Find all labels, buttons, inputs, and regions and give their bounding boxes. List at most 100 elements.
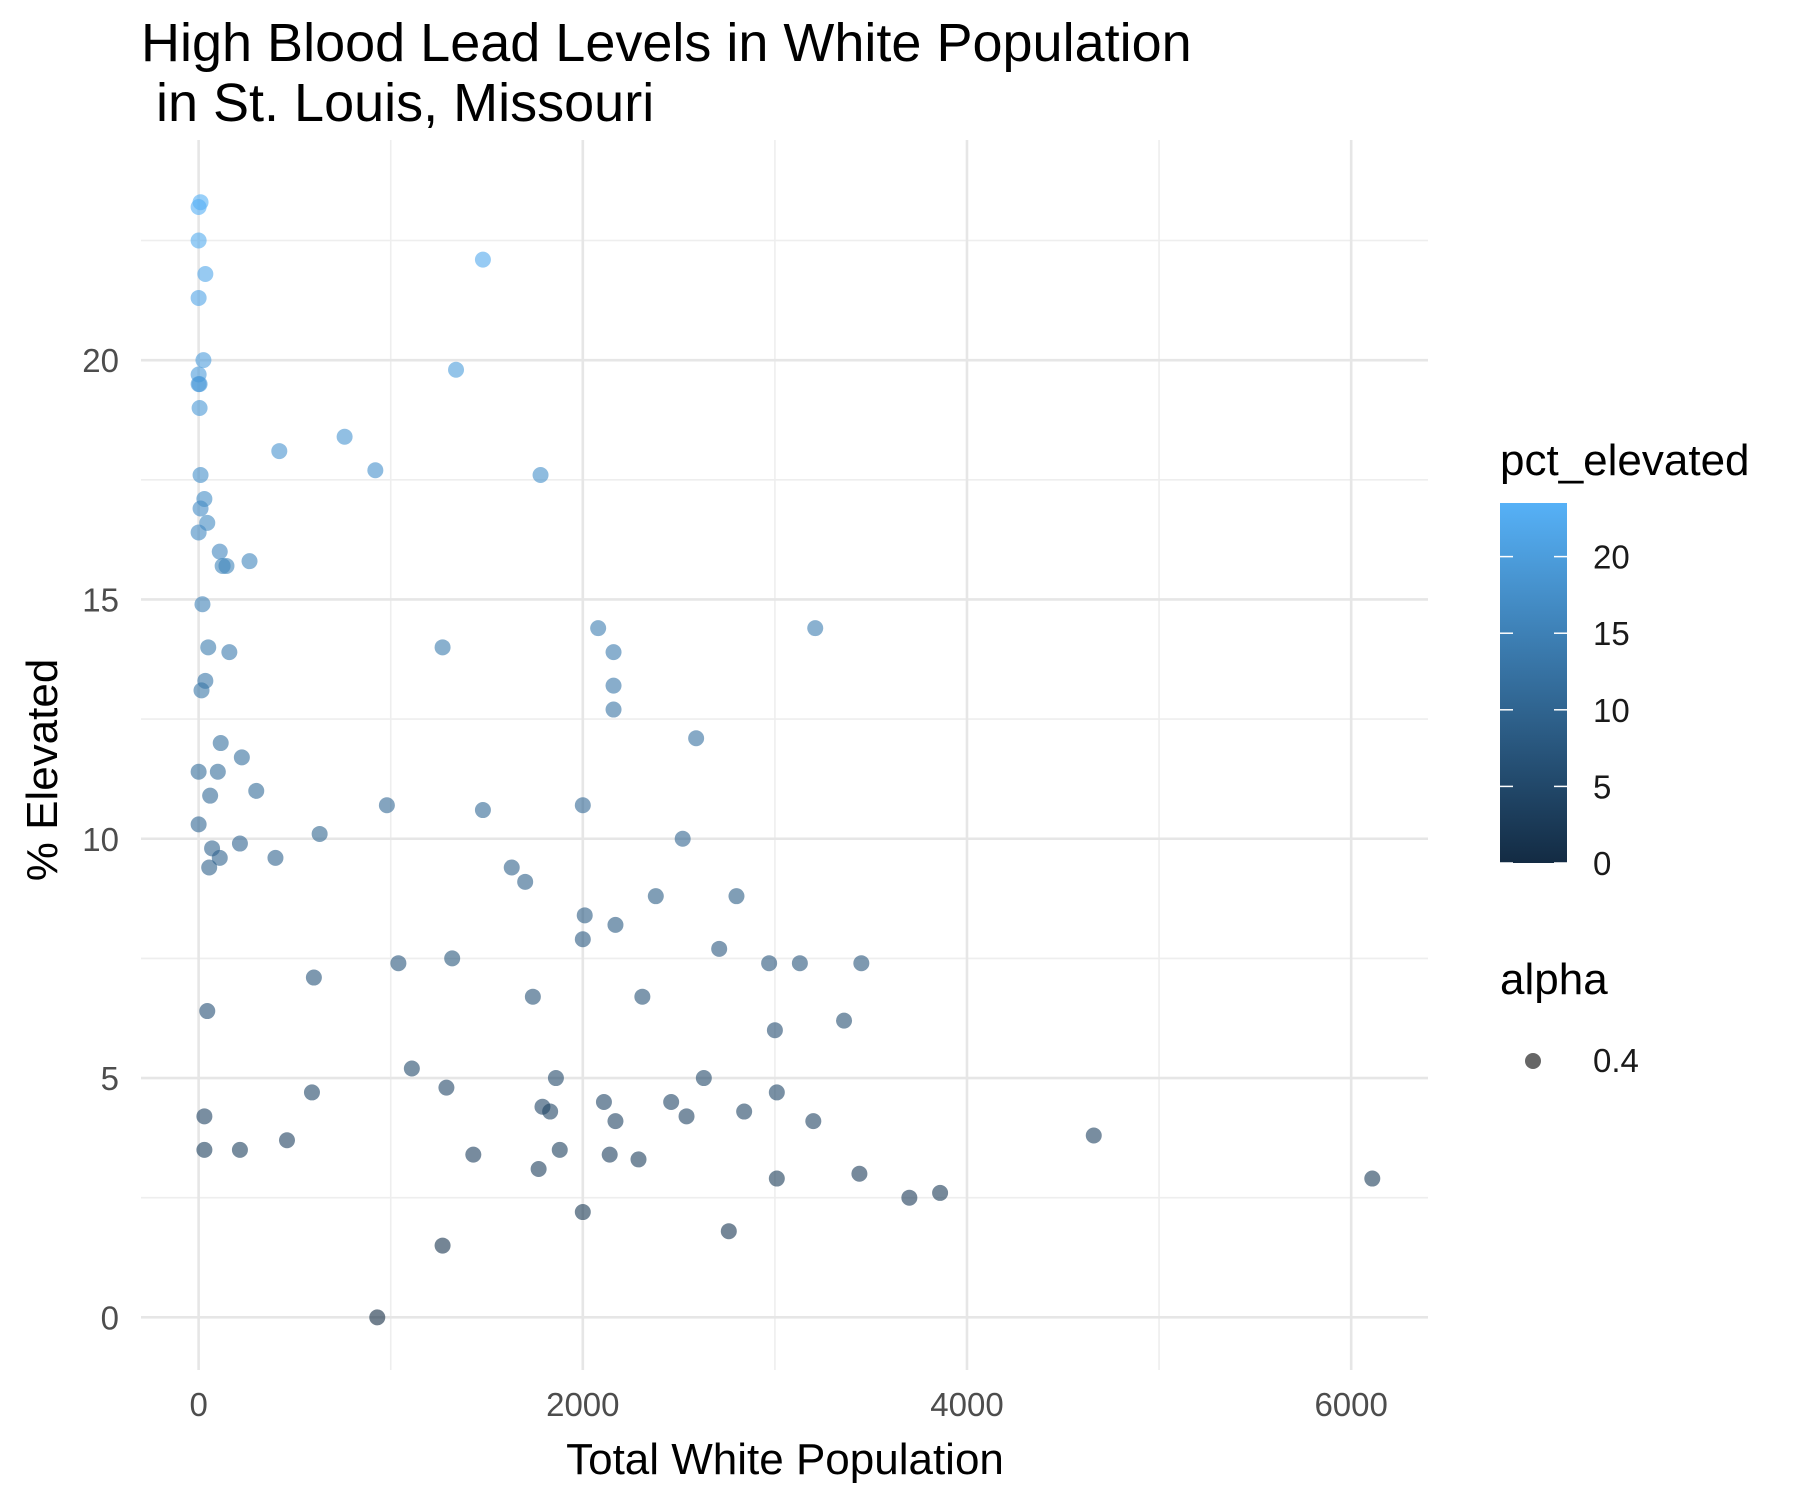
data-point [766, 1022, 783, 1039]
data-point [836, 1012, 853, 1029]
data-point [367, 462, 384, 479]
data-point [390, 955, 407, 972]
legend-alpha-title: alpha [1500, 955, 1608, 1004]
data-point [551, 1141, 568, 1158]
data-point [190, 763, 207, 780]
legend-alpha-label: 0.4 [1593, 1042, 1639, 1079]
data-point [369, 1309, 386, 1326]
data-point [267, 849, 284, 866]
data-point [524, 988, 541, 1005]
x-axis-title: Total White Population [566, 1435, 1004, 1484]
data-point [190, 524, 207, 541]
colorbar-ticks: 0 5 10 15 20 [1500, 539, 1630, 882]
data-point [768, 1170, 785, 1187]
x-tick-label: 6000 [1314, 1386, 1387, 1423]
data-point [278, 1132, 295, 1149]
data-point [711, 940, 728, 957]
data-point [305, 969, 322, 986]
data-point [248, 782, 265, 799]
data-point [688, 730, 705, 747]
data-point [851, 1165, 868, 1182]
data-point [574, 1204, 591, 1221]
data-point [547, 1070, 564, 1087]
data-point [474, 802, 491, 819]
data-point [728, 888, 745, 905]
data-point [761, 955, 778, 972]
data-point [190, 199, 207, 216]
data-point [736, 1103, 753, 1120]
data-point [605, 644, 622, 661]
data-point [196, 1141, 213, 1158]
y-tick-label: 5 [101, 1060, 119, 1097]
data-point [197, 266, 214, 283]
data-point [720, 1223, 737, 1240]
data-point [465, 1146, 482, 1163]
data-point [438, 1079, 455, 1096]
data-point [199, 1003, 216, 1020]
points-layer [190, 194, 1381, 1326]
data-point [542, 1103, 559, 1120]
x-axis-ticks: 0 2000 4000 6000 [189, 1386, 1387, 1423]
colorbar [1500, 503, 1567, 863]
data-point [211, 849, 228, 866]
data-point [805, 1113, 822, 1130]
data-point [192, 467, 209, 484]
data-point [202, 787, 219, 804]
y-axis-title: % Elevated [18, 659, 67, 882]
x-tick-label: 2000 [546, 1386, 619, 1423]
data-point [601, 1146, 618, 1163]
colorbar-label: 15 [1593, 615, 1630, 652]
data-point [221, 644, 238, 661]
data-point [595, 1093, 612, 1110]
y-axis-ticks: 0 5 10 15 20 [82, 342, 119, 1336]
data-point [194, 596, 211, 613]
data-point [605, 701, 622, 718]
grid-layer [141, 140, 1428, 1370]
chart-title: High Blood Lead Levels in White Populati… [141, 13, 1192, 133]
legend-alpha: alpha 0.4 [1500, 955, 1639, 1079]
colorbar-label: 20 [1593, 539, 1630, 576]
data-point [444, 950, 461, 967]
data-point [193, 682, 210, 699]
data-point [378, 797, 395, 814]
data-point [311, 825, 328, 842]
data-point [190, 376, 207, 393]
data-point [192, 500, 209, 517]
data-point [403, 1060, 420, 1077]
data-point [218, 557, 235, 574]
data-point [201, 859, 218, 876]
legend-color-title: pct_elevated [1500, 436, 1750, 485]
y-tick-label: 15 [82, 581, 119, 618]
data-point [590, 620, 607, 637]
data-point [574, 931, 591, 948]
legend-color: pct_elevated 0 5 10 15 20 [1500, 436, 1750, 882]
data-point [303, 1084, 320, 1101]
data-point [190, 232, 207, 249]
colorbar-label: 10 [1593, 692, 1630, 729]
chart-title-line: in St. Louis, Missouri [141, 73, 654, 133]
data-point [191, 400, 208, 417]
data-point [791, 955, 808, 972]
data-point [209, 763, 226, 780]
data-point [607, 1113, 624, 1130]
data-point [190, 816, 207, 833]
data-point [1364, 1170, 1381, 1187]
data-point [647, 888, 664, 905]
data-point [901, 1189, 918, 1206]
data-point [768, 1084, 785, 1101]
chart-title-line: High Blood Lead Levels in White Populati… [141, 13, 1192, 73]
data-point [434, 1237, 451, 1254]
data-point [271, 443, 288, 460]
data-point [530, 1160, 547, 1177]
data-point [233, 749, 250, 766]
data-point [932, 1184, 949, 1201]
data-point [448, 361, 465, 378]
data-point [532, 467, 549, 484]
data-point [190, 289, 207, 306]
y-tick-label: 0 [101, 1299, 119, 1336]
y-tick-label: 10 [82, 821, 119, 858]
legend-alpha-key [1525, 1053, 1541, 1069]
data-point [517, 873, 534, 890]
